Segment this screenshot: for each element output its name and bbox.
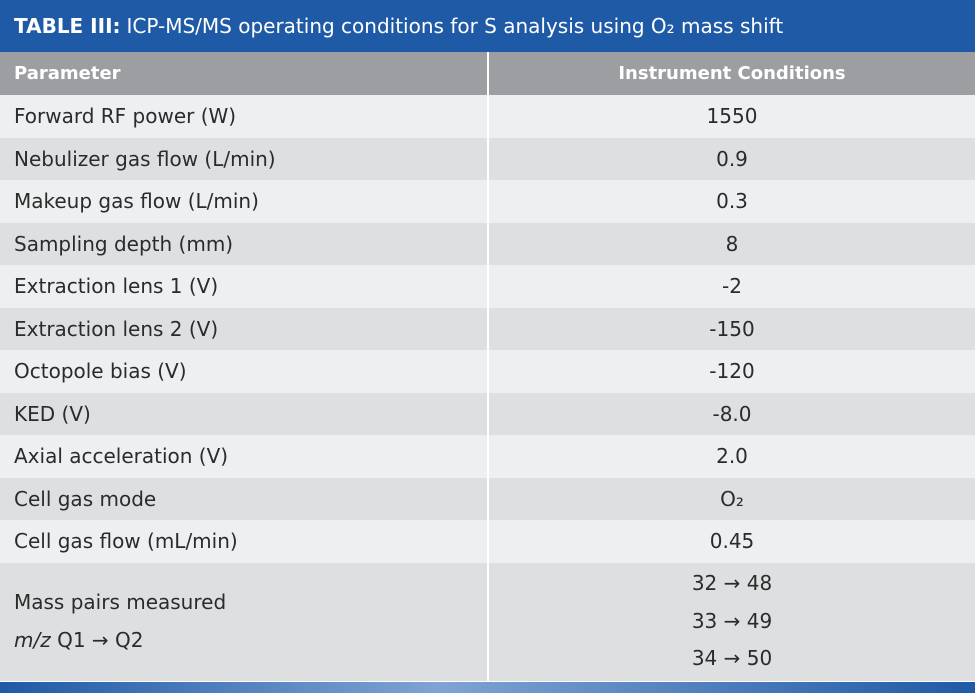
value-cell: O₂ (488, 477, 975, 520)
value-cell: 32 → 48 33 → 49 34 → 50 (488, 562, 975, 681)
value-cell: 0.45 (488, 520, 975, 563)
table-row: Makeup gas flow (L/min) 0.3 (0, 180, 975, 223)
q1-q2-label: Q1 → Q2 (50, 627, 144, 652)
mass-pairs-label: Mass pairs measured (14, 590, 227, 614)
parameter-cell: Extraction lens 1 (V) (0, 265, 489, 308)
parameter-cell: Makeup gas flow (L/min) (0, 180, 489, 223)
parameter-cell: Octopole bias (V) (0, 350, 489, 393)
caption-text: ICP-MS/MS operating conditions for S ana… (126, 14, 784, 38)
table-row: Octopole bias (V) -120 (0, 350, 975, 393)
value-cell: -120 (488, 350, 975, 393)
value-cell: 8 (488, 222, 975, 265)
table-row: Mass pairs measured m/z Q1 → Q2 32 → 48 … (0, 562, 975, 681)
parameter-cell: Nebulizer gas flow (L/min) (0, 137, 489, 180)
table-caption: TABLE III: ICP-MS/MS operating condition… (0, 0, 975, 52)
parameter-cell: Forward RF power (W) (0, 95, 489, 138)
value-cell: 0.3 (488, 180, 975, 223)
value-cell: -2 (488, 265, 975, 308)
parameter-cell: Axial acceleration (V) (0, 435, 489, 478)
table-row: Nebulizer gas flow (L/min) 0.9 (0, 137, 975, 180)
mz-label: m/z (14, 627, 51, 652)
mass-pair: 34 → 50 (691, 646, 773, 671)
caption-label: TABLE III: (14, 14, 121, 38)
value-cell: -8.0 (488, 392, 975, 435)
value-cell: 2.0 (488, 435, 975, 478)
parameter-cell: KED (V) (0, 392, 489, 435)
mass-pair: 33 → 49 (691, 608, 773, 633)
table-row: KED (V) -8.0 (0, 392, 975, 435)
value-cell: -150 (488, 307, 975, 350)
value-cell: 1550 (488, 95, 975, 138)
mass-pair: 32 → 48 (691, 571, 773, 596)
table-row: Extraction lens 1 (V) -2 (0, 265, 975, 308)
table-row: Extraction lens 2 (V) -150 (0, 307, 975, 350)
table-row: Forward RF power (W) 1550 (0, 95, 975, 138)
parameter-cell: Cell gas flow (mL/min) (0, 520, 489, 563)
header-row: Parameter Instrument Conditions (0, 52, 975, 95)
table-row: Cell gas mode O₂ (0, 477, 975, 520)
bottom-accent-bar (0, 682, 975, 693)
table-row: Axial acceleration (V) 2.0 (0, 435, 975, 478)
parameter-cell: Cell gas mode (0, 477, 489, 520)
table-row: Cell gas flow (mL/min) 0.45 (0, 520, 975, 563)
value-cell: 0.9 (488, 137, 975, 180)
parameter-cell: Mass pairs measured m/z Q1 → Q2 (0, 562, 489, 681)
mass-pairs-sublabel: m/z Q1 → Q2 (14, 622, 487, 660)
header-parameter: Parameter (0, 52, 489, 95)
header-instrument-conditions: Instrument Conditions (488, 52, 975, 95)
parameter-cell: Sampling depth (mm) (0, 222, 489, 265)
parameter-cell: Extraction lens 2 (V) (0, 307, 489, 350)
conditions-table: Parameter Instrument Conditions Forward … (0, 52, 975, 681)
table-row: Sampling depth (mm) 8 (0, 222, 975, 265)
